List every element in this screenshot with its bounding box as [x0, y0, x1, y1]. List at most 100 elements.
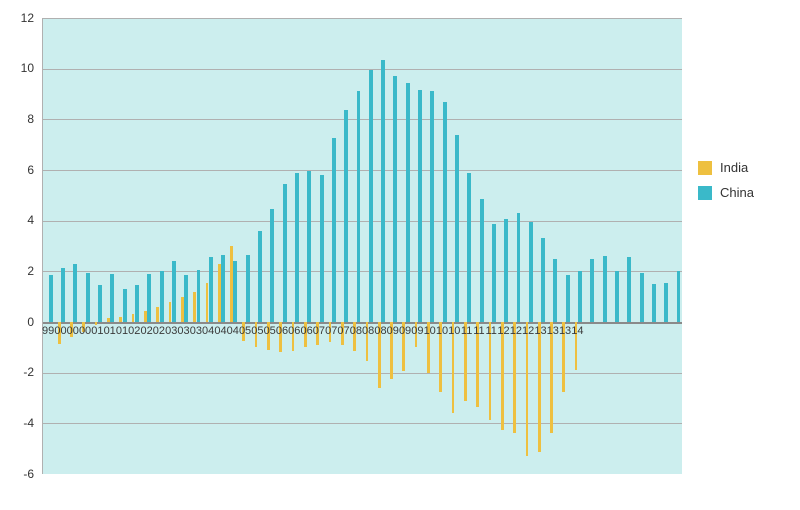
x-tick-label: 08	[362, 325, 374, 337]
bar-india	[169, 302, 172, 322]
x-tick-label: 12	[522, 325, 534, 337]
bar-china	[283, 184, 287, 322]
legend: India China	[698, 150, 754, 210]
x-tick-label: 06	[300, 325, 312, 337]
x-tick-label: 14	[571, 325, 583, 337]
grid-line	[43, 170, 682, 171]
bar-china	[517, 213, 521, 322]
x-tick-label: 04	[202, 325, 214, 337]
bar-china	[369, 70, 373, 322]
bar-india	[181, 297, 184, 322]
x-tick-label: 13	[547, 325, 559, 337]
zero-line	[43, 322, 682, 324]
x-tick-label: 05	[239, 325, 251, 337]
bar-china	[295, 173, 299, 322]
x-tick-label: 08	[350, 325, 362, 337]
bar-china	[307, 171, 311, 322]
bar-india	[107, 318, 110, 322]
x-tick-label: 10	[436, 325, 448, 337]
grid-line	[43, 271, 682, 272]
x-tick-label: 12	[497, 325, 509, 337]
x-tick-label: 00	[67, 325, 79, 337]
bar-india	[132, 314, 135, 322]
x-tick-label: 12	[510, 325, 522, 337]
legend-swatch-icon	[698, 161, 712, 175]
x-tick-label: 05	[251, 325, 263, 337]
bar-china	[590, 259, 594, 322]
x-tick-label: 03	[177, 325, 189, 337]
bar-china	[406, 83, 410, 322]
bar-india	[119, 317, 122, 322]
x-tick-label: 02	[153, 325, 165, 337]
bar-china	[627, 257, 631, 322]
bar-china	[430, 91, 434, 322]
bar-china	[233, 261, 237, 322]
x-tick-label: 06	[288, 325, 300, 337]
bar-china	[246, 255, 250, 322]
bar-china	[566, 275, 570, 322]
bar-china	[603, 256, 607, 322]
x-tick-label: 01	[91, 325, 103, 337]
bar-china	[98, 285, 102, 322]
x-tick-label: 02	[140, 325, 152, 337]
bar-china	[443, 102, 447, 322]
bar-china	[184, 275, 188, 322]
bar-china	[209, 257, 213, 322]
grid-line	[43, 18, 682, 19]
chart-container: -6-4-2024681012 990000000101010202020303…	[0, 0, 800, 510]
bar-china	[393, 76, 397, 322]
grid-line	[43, 373, 682, 374]
bar-china	[49, 275, 53, 322]
bar-india	[206, 283, 209, 322]
bar-china	[553, 259, 557, 322]
x-tick-label: 00	[54, 325, 66, 337]
bar-india	[218, 264, 221, 322]
x-tick-label: 00	[79, 325, 91, 337]
x-tick-label: 11	[486, 325, 497, 337]
bar-china	[652, 284, 656, 322]
bar-china	[664, 283, 668, 322]
x-tick-label: 09	[411, 325, 423, 337]
x-tick-label: 01	[104, 325, 116, 337]
x-tick-label: 09	[387, 325, 399, 337]
bar-china	[197, 270, 201, 322]
bar-china	[221, 255, 225, 322]
bar-india	[144, 311, 147, 322]
x-tick-label: 08	[374, 325, 386, 337]
bar-china	[344, 110, 348, 322]
bar-china	[86, 273, 90, 322]
plot-area	[42, 18, 682, 474]
grid-line	[43, 423, 682, 424]
bar-china	[615, 271, 619, 322]
x-tick-label: 13	[559, 325, 571, 337]
bar-china	[147, 274, 151, 322]
bar-india	[501, 322, 504, 430]
x-tick-label: 05	[264, 325, 276, 337]
legend-label: China	[720, 185, 754, 200]
bar-china	[480, 199, 484, 322]
bar-china	[160, 271, 164, 322]
bar-india	[550, 322, 553, 433]
bar-china	[73, 264, 77, 322]
legend-item: China	[698, 185, 754, 200]
x-tick-label: 03	[190, 325, 202, 337]
bar-india	[230, 246, 233, 322]
x-tick-label: 07	[325, 325, 337, 337]
legend-item: India	[698, 160, 754, 175]
bar-china	[578, 271, 582, 322]
bar-china	[320, 175, 324, 322]
bar-india	[513, 322, 516, 433]
x-tick-label: 11	[473, 325, 484, 337]
bar-india	[193, 292, 196, 322]
bar-china	[381, 60, 385, 322]
bar-china	[677, 271, 681, 322]
x-tick-label: 13	[534, 325, 546, 337]
bar-china	[529, 222, 533, 322]
x-tick-label: 06	[276, 325, 288, 337]
bar-china	[541, 238, 545, 322]
bar-china	[110, 274, 114, 322]
bar-china	[455, 135, 459, 322]
grid-line	[43, 221, 682, 222]
x-tick-label: 11	[461, 325, 472, 337]
bar-china	[357, 91, 361, 322]
